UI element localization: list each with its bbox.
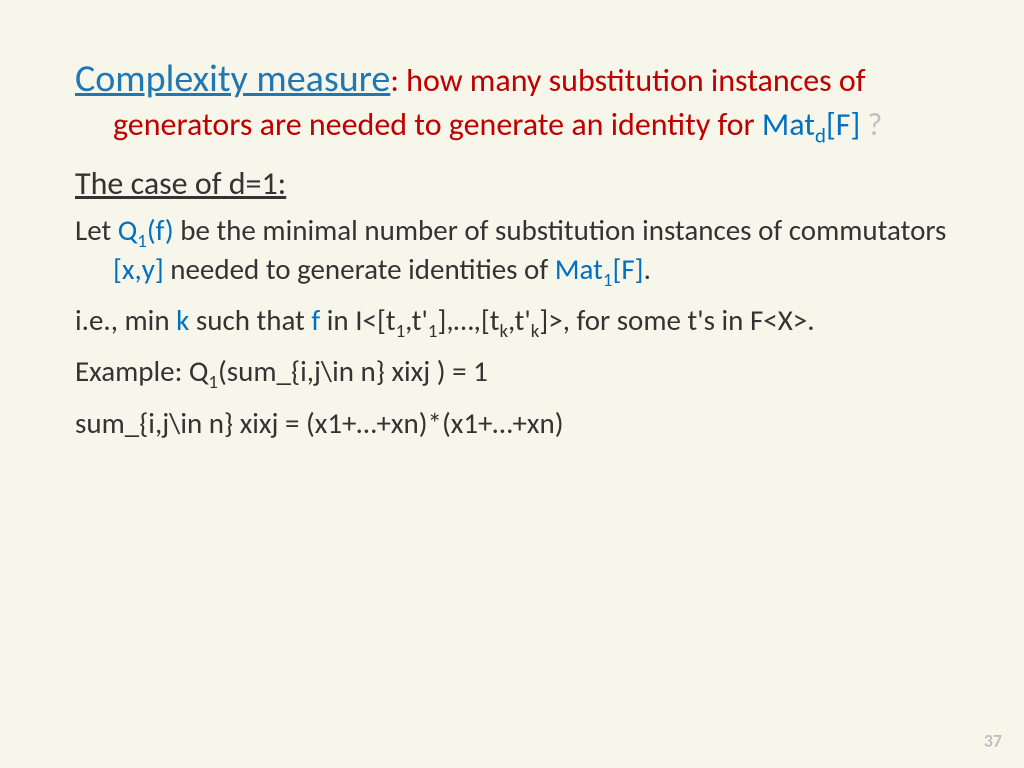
p2-d: ,t': [405, 302, 428, 338]
p1-c: needed to generate identities of: [170, 251, 555, 287]
subheading: The case of d=1:: [75, 164, 949, 203]
p2-s3: k: [499, 320, 508, 343]
p1-b: be the minimal number of substitution in…: [180, 212, 946, 248]
p1-mat: Mat: [555, 251, 603, 287]
paragraph-3: Example: Q1(sum_{i,j\in n} xixj ) = 1: [75, 352, 949, 391]
slide: Complexity measure: how many substitutio…: [0, 0, 1024, 768]
p3-a: Example: Q: [75, 353, 208, 389]
page-number: 37: [984, 730, 1002, 752]
p2-s1: 1: [396, 320, 406, 343]
title-paragraph: Complexity measure: how many substitutio…: [75, 55, 949, 146]
p3-b: (sum_{i,j\in n} xixj ) = 1: [218, 353, 488, 389]
p1-q-after: (f): [147, 212, 180, 248]
p3-s1: 1: [208, 371, 218, 394]
p1-xy: [x,y]: [113, 251, 170, 287]
title-mat-after: [F]: [826, 105, 868, 144]
p1-q: Q: [118, 212, 138, 248]
p4-a: sum_{i,j\in n} xixj = (x1+…+xn)*(x1+…+xn…: [75, 405, 564, 441]
paragraph-1: Let Q1(f) be the minimal number of subst…: [75, 211, 949, 289]
p2-a: i.e., min: [75, 302, 176, 338]
p1-a: Let: [75, 212, 118, 248]
paragraph-4: sum_{i,j\in n} xixj = (x1+…+xn)*(x1+…+xn…: [75, 404, 949, 443]
p2-f: f: [311, 302, 326, 338]
title-qmark: ?: [868, 105, 883, 144]
p2-h: ]>, for some t's in F<X>.: [539, 302, 814, 338]
p1-dot: .: [644, 251, 651, 287]
p2-e: ],…,[t: [437, 302, 499, 338]
paragraph-2: i.e., min k such that f in I<[t1,t'1],…,…: [75, 301, 949, 340]
p1-q-sub: 1: [137, 230, 147, 253]
p2-c: in I<[t: [327, 302, 396, 338]
title-mat-sub: d: [815, 123, 826, 149]
p2-k: k: [176, 302, 196, 338]
title-heading: Complexity measure: [75, 56, 390, 102]
title-mat: Mat: [762, 105, 815, 144]
p1-mat-after: [F]: [612, 251, 643, 287]
p2-g: ,t': [508, 302, 531, 338]
p2-b: such that: [196, 302, 311, 338]
